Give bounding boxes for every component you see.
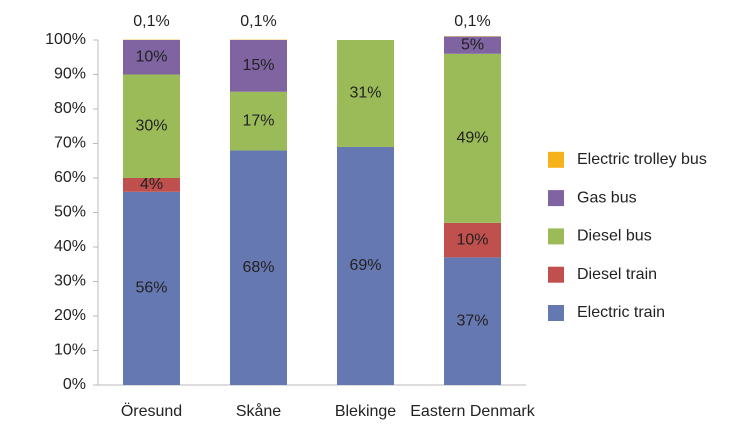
y-tick-label: 50%	[54, 204, 86, 221]
y-tick-label: 30%	[54, 273, 86, 290]
data-label: 69%	[349, 257, 381, 274]
bar-segment	[444, 257, 501, 385]
data-label: 31%	[349, 85, 381, 102]
data-label: 0,1%	[240, 13, 276, 30]
y-tick-label: 80%	[54, 100, 86, 117]
data-label: 30%	[135, 117, 167, 134]
y-tick-label: 100%	[45, 31, 86, 48]
x-tick-label: Eastern Denmark	[410, 403, 535, 420]
y-tick-label: 90%	[54, 66, 86, 83]
y-tick-label: 40%	[54, 238, 86, 255]
bar-segment	[444, 222, 501, 258]
legend-label: Gas bus	[577, 189, 637, 206]
data-label: 37%	[456, 312, 488, 329]
legend-swatch	[548, 190, 564, 207]
data-label: 17%	[242, 112, 274, 129]
x-tick-label: Skåne	[236, 402, 281, 420]
bar-segment	[230, 150, 287, 385]
data-label: 5%	[461, 36, 484, 53]
legend-label: Diesel train	[577, 266, 657, 283]
data-label: 10%	[456, 231, 488, 248]
data-label: 4%	[140, 176, 163, 193]
legend-label: Diesel bus	[577, 228, 652, 245]
y-tick-label: 60%	[54, 169, 86, 186]
legend-swatch	[548, 151, 564, 168]
data-label: 56%	[135, 280, 167, 297]
bar-segment	[444, 36, 501, 54]
bar-segment	[123, 40, 180, 75]
bar-segment	[123, 191, 180, 385]
y-tick-label: 0%	[63, 376, 86, 393]
bar-segment	[230, 91, 287, 151]
x-tick-label: Blekinge	[335, 403, 396, 420]
bar-segment	[123, 74, 180, 178]
bar-segment	[337, 40, 394, 147]
data-label: 10%	[135, 48, 167, 65]
data-label: 15%	[242, 57, 274, 74]
legend-swatch	[548, 266, 564, 283]
legend-label: Electric trolley bus	[577, 151, 707, 168]
data-label: 0,1%	[133, 13, 169, 30]
bar-segment	[123, 178, 180, 192]
legend-swatch	[548, 228, 564, 245]
bar-segment	[337, 146, 394, 385]
y-tick-label: 70%	[54, 135, 86, 152]
bar-segment	[230, 40, 287, 92]
y-tick-label: 20%	[54, 307, 86, 324]
data-label: 49%	[456, 130, 488, 147]
legend-label: Electric train	[577, 304, 665, 321]
bar-segment	[444, 53, 501, 223]
x-tick-label: Öresund	[121, 402, 182, 420]
y-tick-label: 10%	[54, 342, 86, 359]
data-label: 0,1%	[454, 13, 490, 30]
legend-swatch	[548, 305, 564, 321]
data-label: 68%	[242, 259, 274, 276]
